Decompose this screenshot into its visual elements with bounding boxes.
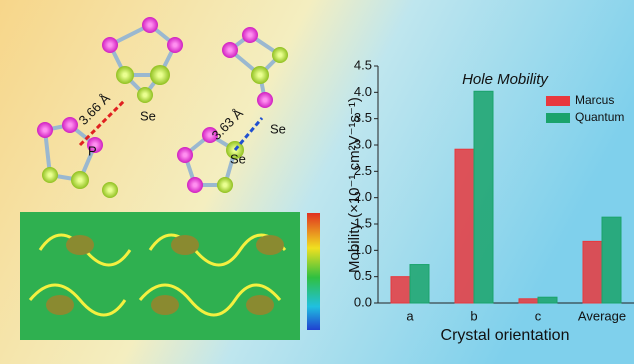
x-tick-label: b: [470, 308, 477, 323]
atom-label: Se: [140, 108, 156, 123]
atom-label: P: [88, 143, 97, 158]
y-tick-label: 4.5: [354, 57, 372, 72]
x-tick-label: a: [406, 308, 414, 323]
x-axis-label: Crystal orientation: [441, 327, 570, 344]
bar: [602, 217, 621, 303]
y-tick-label: 2.0: [354, 189, 372, 204]
bar: [519, 299, 538, 303]
bar: [410, 265, 429, 303]
y-tick-label: 0.0: [354, 294, 372, 309]
y-tick-label: 1.5: [354, 215, 372, 230]
y-tick-label: 1.0: [354, 242, 372, 257]
legend-swatch: [546, 113, 570, 123]
bar: [538, 297, 557, 303]
y-tick-label: 3.0: [354, 136, 372, 151]
contour-map: [20, 212, 320, 340]
atom-label: Se: [270, 121, 286, 136]
chart-title: Hole Mobility: [462, 71, 549, 88]
legend-swatch: [546, 96, 570, 106]
y-tick-label: 4.0: [354, 84, 372, 99]
y-tick-label: 2.5: [354, 163, 372, 178]
graphical-abstract: 3.66 Å Se P 3.63 Å Se Se Hole Mobility M…: [0, 0, 634, 364]
x-tick-label: c: [535, 308, 542, 323]
bar: [583, 241, 602, 303]
y-tick-label: 0.5: [354, 268, 372, 283]
legend-label: Marcus: [575, 93, 614, 107]
y-tick-label: 3.5: [354, 110, 372, 125]
atom-label: Se: [230, 151, 246, 166]
bar: [455, 149, 474, 303]
legend-label: Quantum: [575, 110, 624, 124]
bar: [391, 277, 410, 303]
x-tick-label: Average: [578, 308, 626, 323]
bar: [474, 91, 493, 303]
